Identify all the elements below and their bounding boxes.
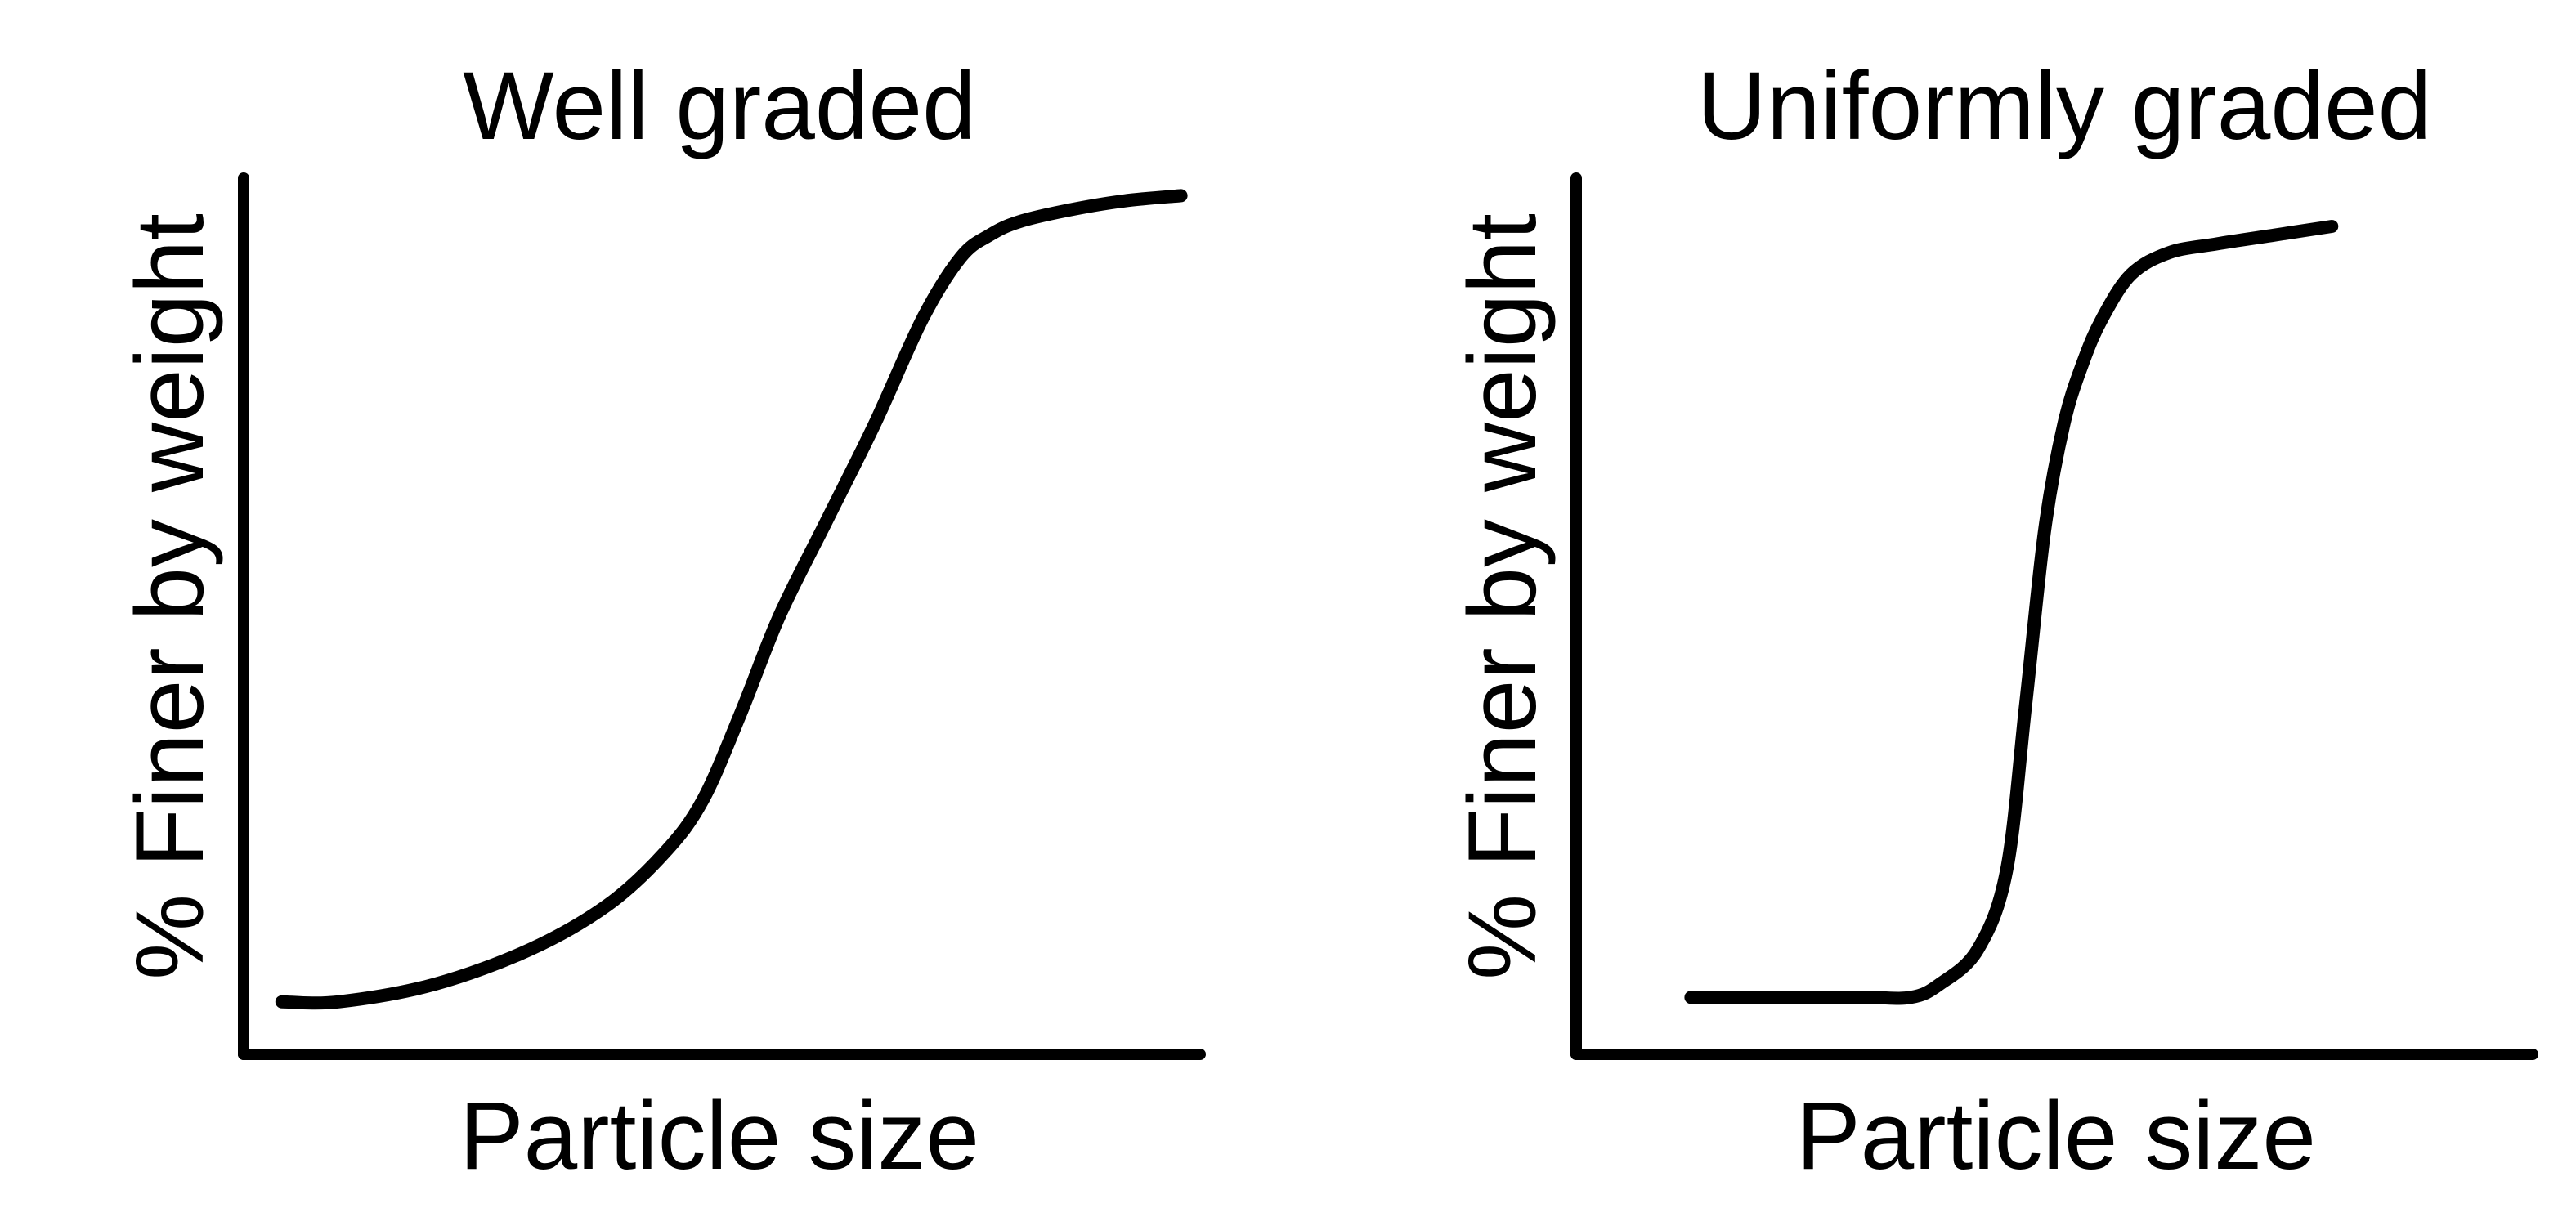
x-axis-label: Particle size bbox=[1796, 1082, 2316, 1190]
y-axis-label: % Finer by weight bbox=[116, 213, 224, 980]
chart-title-uniformly-graded: Uniformly graded bbox=[1697, 52, 2431, 160]
x-axis-label: Particle size bbox=[459, 1082, 979, 1190]
chart-title-well-graded: Well graded bbox=[463, 52, 976, 160]
y-axis-label: % Finer by weight bbox=[1449, 213, 1557, 980]
well-graded-panel: Well graded % Finer by weight Particle s… bbox=[116, 52, 1206, 1190]
grading-curve-well-graded bbox=[275, 189, 1188, 1010]
uniformly-graded-panel: Uniformly graded % Finer by weight Parti… bbox=[1449, 52, 2538, 1190]
grading-curve-uniformly-graded bbox=[1684, 220, 2339, 1005]
